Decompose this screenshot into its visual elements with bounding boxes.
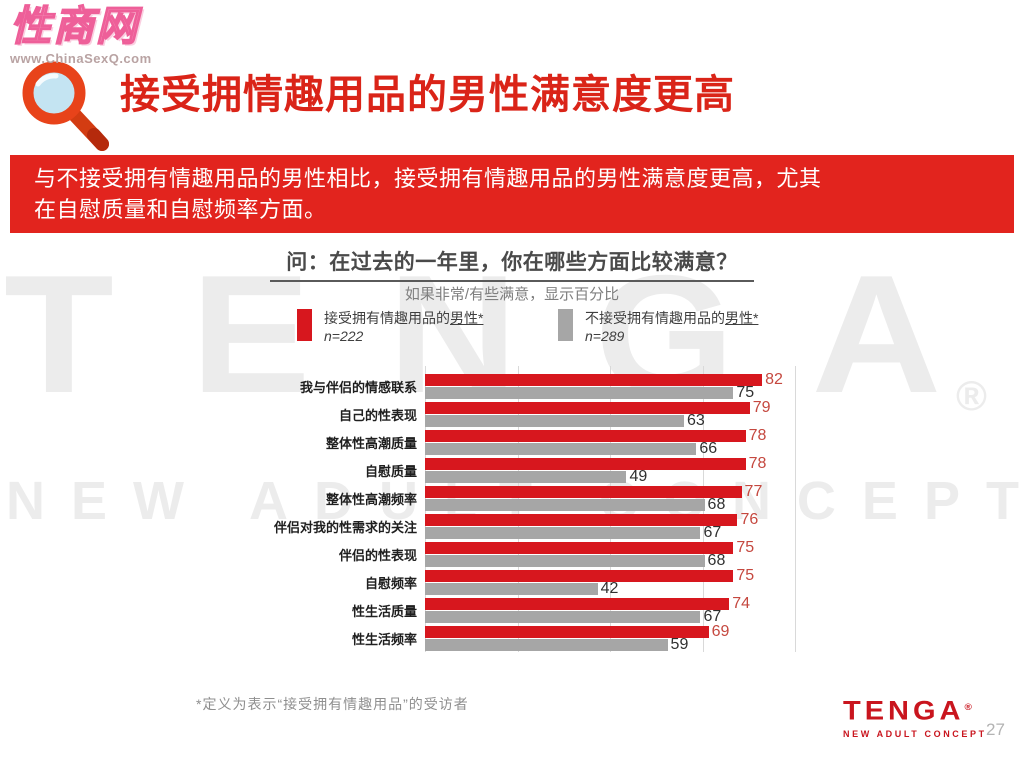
bar-reject <box>425 583 598 595</box>
chart-row: 性生活频率 69 59 <box>0 623 900 653</box>
category-label: 性生活频率 <box>351 631 417 647</box>
bar-reject <box>425 527 701 539</box>
tenga-logo-word: TENGA® <box>843 696 976 727</box>
bar-reject <box>425 415 684 427</box>
value-label: 78 <box>748 427 767 444</box>
value-label: 63 <box>687 412 705 429</box>
value-label: 67 <box>703 524 722 541</box>
value-label: 75 <box>736 539 755 556</box>
value-label: 75 <box>736 384 755 401</box>
category-label: 自慰频率 <box>364 575 417 591</box>
bar-accept <box>425 402 750 414</box>
page-title: 接受拥情趣用品的男性满意度更高 <box>120 73 735 117</box>
legend-swatch-accept <box>297 309 312 341</box>
chart-title: 问：在过去的一年里，你在哪些方面比较满意？ <box>270 246 754 282</box>
page-number: 27 <box>986 720 1005 739</box>
category-label: 整体性高潮质量 <box>325 435 417 451</box>
bar-accept <box>425 598 730 610</box>
legend-n-accept: n=222 <box>324 328 364 344</box>
bar-accept <box>425 458 746 470</box>
legend-item-accept: 接受拥有情趣用品的男性* n=222 <box>297 309 483 345</box>
banner-line-2: 在自慰质量和自慰频率方面。 <box>34 197 327 222</box>
value-label: 68 <box>707 496 726 513</box>
value-label: 77 <box>744 483 763 500</box>
watermark-registered-icon: ® <box>956 372 987 419</box>
chart-row: 伴侣对我的性需求的关注 76 67 <box>0 511 900 541</box>
chart-row: 整体性高潮质量 78 66 <box>0 427 900 457</box>
bar-accept <box>425 542 734 554</box>
category-label: 自己的性表现 <box>338 407 417 423</box>
chart-row: 我与伴侣的情感联系 82 75 <box>0 371 900 401</box>
bar-accept <box>425 374 763 386</box>
chart-row: 自慰质量 78 49 <box>0 455 900 485</box>
category-label: 伴侣的性表现 <box>338 547 417 563</box>
bar-reject <box>425 555 705 567</box>
value-label: 76 <box>740 511 759 528</box>
chart-row: 自己的性表现 79 63 <box>0 399 900 429</box>
gridline <box>795 366 796 652</box>
tenga-logo: TENGA® NEW ADULT CONCEPT <box>843 696 987 739</box>
chart-subtitle: 如果非常/有些满意，显示百分比 <box>404 286 620 303</box>
chart-row: 性生活质量 74 67 <box>0 595 900 625</box>
bar-accept <box>425 570 734 582</box>
value-label: 59 <box>670 636 689 653</box>
value-label: 69 <box>711 623 730 640</box>
bar-accept <box>425 486 742 498</box>
category-label: 自慰质量 <box>364 463 417 479</box>
value-label: 79 <box>752 399 771 416</box>
bar-reject <box>425 387 734 399</box>
bar-reject <box>425 471 627 483</box>
value-label: 82 <box>765 371 783 388</box>
category-label: 整体性高潮频率 <box>325 491 417 507</box>
chart-row: 伴侣的性表现 75 68 <box>0 539 900 569</box>
bar-accept <box>425 626 709 638</box>
bar-reject <box>425 443 697 455</box>
value-label: 66 <box>699 440 718 457</box>
value-label: 74 <box>732 595 751 612</box>
banner-line-1: 与不接受拥有情趣用品的男性相比，接受拥有情趣用品的男性满意度更高，尤其 <box>34 166 822 191</box>
chart-row: 自慰频率 75 42 <box>0 567 900 597</box>
legend-label-reject: 不接受拥有情趣用品的男性* <box>585 310 759 326</box>
legend-label-accept: 接受拥有情趣用品的男性* <box>324 310 484 326</box>
legend-item-reject: 不接受拥有情趣用品的男性* n=289 <box>558 309 758 345</box>
value-label: 67 <box>703 608 722 625</box>
value-label: 42 <box>600 580 619 597</box>
value-label: 75 <box>736 567 755 584</box>
site-logo: 性商网 <box>9 3 139 50</box>
bar-reject <box>425 499 705 511</box>
magnifier-icon <box>22 61 109 151</box>
bar-reject <box>425 611 701 623</box>
site-url: www.ChinaSexQ.com <box>10 51 152 66</box>
bar-reject <box>425 639 668 651</box>
bar-chart: 我与伴侣的情感联系 82 75 自己的性表现 79 63 整体性高潮质量 78 66 自慰质量 78… <box>0 371 900 653</box>
category-label: 伴侣对我的性需求的关注 <box>273 519 417 535</box>
registered-icon: ® <box>964 702 976 713</box>
category-label: 性生活质量 <box>351 603 417 619</box>
bar-accept <box>425 430 746 442</box>
category-label: 我与伴侣的情感联系 <box>299 379 417 395</box>
bar-accept <box>425 514 738 526</box>
legend-swatch-reject <box>558 309 573 341</box>
value-label: 68 <box>707 552 726 569</box>
tenga-logo-tagline: NEW ADULT CONCEPT <box>843 728 987 739</box>
summary-banner: 与不接受拥有情趣用品的男性相比，接受拥有情趣用品的男性满意度更高，尤其 在自慰质… <box>10 155 1014 233</box>
legend-n-reject: n=289 <box>585 328 625 344</box>
value-label: 49 <box>629 468 648 485</box>
footnote: *定义为表示“接受拥有情趣用品”的受访者 <box>196 696 469 712</box>
value-label: 78 <box>748 455 767 472</box>
chart-row: 整体性高潮频率 77 68 <box>0 483 900 513</box>
